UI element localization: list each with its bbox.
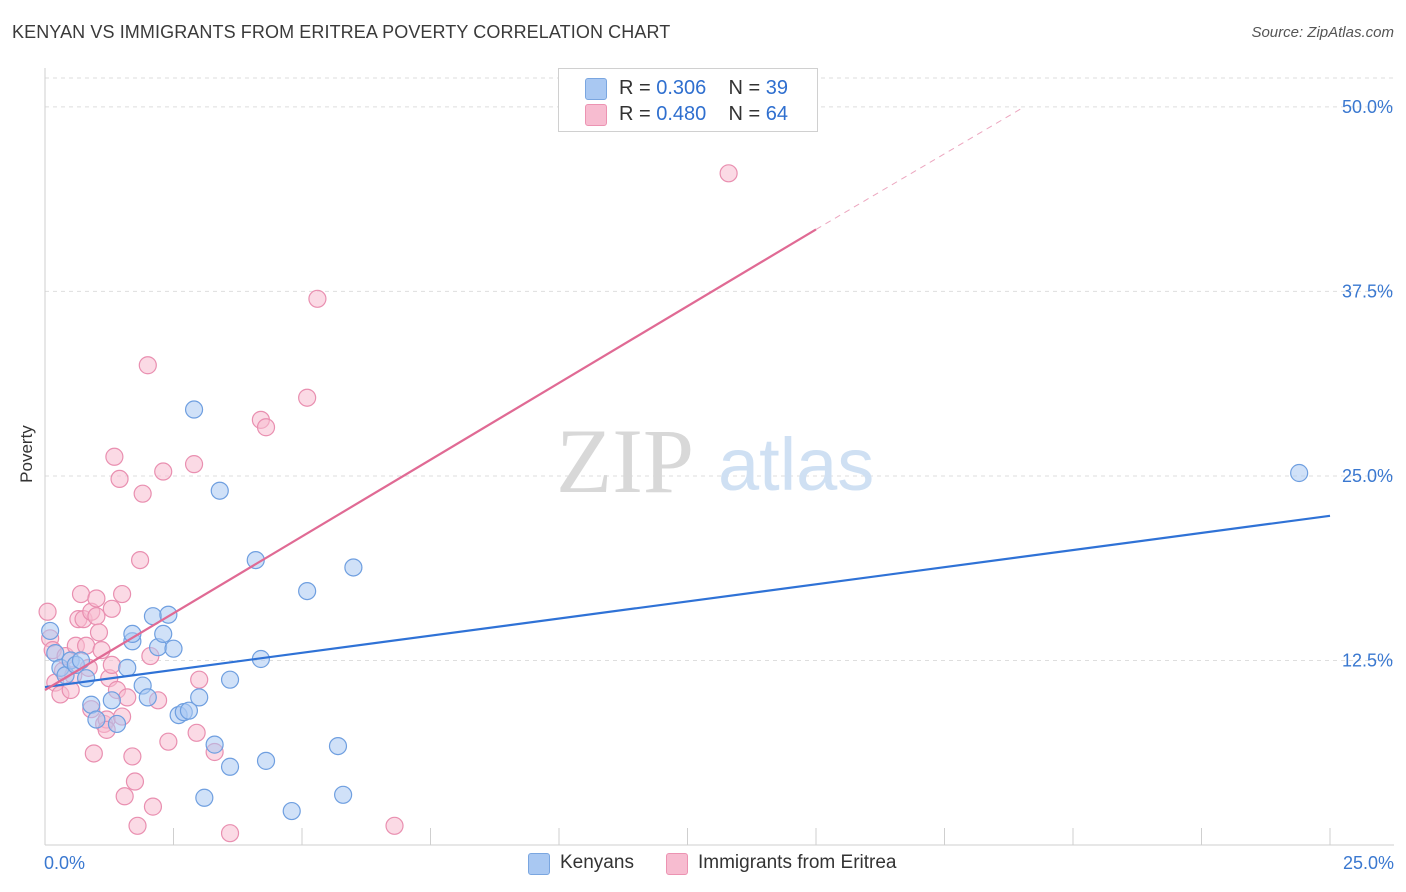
kenyans-point bbox=[138, 688, 157, 707]
axes bbox=[44, 68, 1394, 846]
data-points bbox=[38, 164, 1309, 843]
gridlines bbox=[45, 77, 1394, 661]
legend-n-label: N = bbox=[728, 103, 766, 125]
eritrea-point bbox=[256, 418, 276, 437]
correlation-legend: R = 0.306 N = 39 R = 0.480 N = 64 bbox=[558, 68, 818, 132]
y-tick-label: 50.0% bbox=[1342, 97, 1393, 117]
kenyans-point bbox=[184, 400, 204, 419]
eritrea-point bbox=[138, 356, 157, 375]
trend-lines bbox=[44, 106, 1331, 691]
eritrea-point bbox=[115, 787, 134, 806]
eritrea-point bbox=[87, 589, 106, 608]
eritrea-trend-line bbox=[44, 228, 817, 691]
kenyans-point bbox=[164, 639, 183, 658]
tick-labels: 12.5% 25.0% 37.5% 50.0% 0.0% 25.0% bbox=[44, 97, 1394, 873]
y-tick-label: 12.5% bbox=[1342, 650, 1393, 670]
legend-n-value: 64 bbox=[765, 103, 789, 125]
eritrea-point bbox=[89, 623, 109, 642]
legend-n-value: 39 bbox=[765, 77, 789, 99]
legend-r-label: R = bbox=[619, 77, 657, 99]
series-label-eritrea: Immigrants from Eritrea bbox=[698, 852, 897, 873]
watermark-zip: ZIP bbox=[556, 410, 694, 512]
kenyans-point bbox=[334, 785, 353, 804]
kenyans-point bbox=[154, 624, 173, 644]
eritrea-point bbox=[105, 447, 124, 466]
eritrea-point bbox=[128, 816, 147, 835]
eritrea-point bbox=[187, 723, 206, 742]
y-tick-label: 37.5% bbox=[1342, 281, 1393, 301]
series-swatch-eritrea bbox=[666, 853, 688, 875]
kenyans-point bbox=[195, 788, 214, 807]
kenyans-point bbox=[77, 669, 96, 688]
source-label: Source: ZipAtlas.com bbox=[1251, 24, 1394, 41]
legend-text-kenyans: R = 0.306 N = 39 bbox=[619, 77, 788, 100]
kenyans-point bbox=[41, 621, 60, 641]
eritrea-point bbox=[38, 602, 57, 621]
series-label-kenyans: Kenyans bbox=[560, 852, 634, 873]
legend-n-label: N = bbox=[728, 77, 766, 99]
eritrea-point bbox=[84, 744, 103, 763]
y-axis-label-wrap: Poverty bbox=[2, 425, 52, 483]
legend-swatch-kenyans bbox=[585, 78, 607, 100]
kenyans-point bbox=[107, 714, 127, 734]
eritrea-point bbox=[308, 289, 327, 308]
kenyans-point bbox=[179, 701, 199, 720]
kenyans-point bbox=[220, 670, 240, 689]
eritrea-point bbox=[102, 655, 121, 675]
eritrea-point bbox=[385, 816, 404, 835]
kenyans-point bbox=[118, 658, 137, 677]
eritrea-point bbox=[112, 584, 132, 604]
eritrea-point bbox=[298, 388, 317, 407]
legend-text-eritrea: R = 0.480 N = 64 bbox=[619, 103, 788, 126]
kenyans-point bbox=[87, 710, 106, 729]
legend-r-value: 0.480 bbox=[656, 103, 707, 125]
y-tick-label: 25.0% bbox=[1342, 466, 1393, 486]
kenyans-point bbox=[344, 558, 363, 577]
eritrea-point bbox=[125, 772, 145, 791]
kenyans-point bbox=[210, 481, 229, 500]
watermark-atlas: atlas bbox=[718, 423, 874, 506]
eritrea-point bbox=[123, 747, 142, 766]
kenyans-trend-line bbox=[44, 514, 1331, 689]
series-swatch-kenyans bbox=[528, 853, 550, 875]
eritrea-point bbox=[110, 469, 129, 489]
eritrea-point bbox=[719, 164, 738, 183]
y-axis-label: Poverty bbox=[17, 425, 36, 483]
eritrea-point bbox=[130, 550, 150, 570]
x-tick-label: 0.0% bbox=[44, 853, 85, 873]
eritrea-point bbox=[184, 455, 204, 474]
chart-title: KENYAN VS IMMIGRANTS FROM ERITREA POVERT… bbox=[12, 22, 671, 42]
legend-r-value: 0.306 bbox=[656, 77, 707, 99]
eritrea-point bbox=[159, 732, 178, 751]
eritrea-point bbox=[118, 688, 137, 707]
kenyans-point bbox=[71, 651, 91, 670]
kenyans-point bbox=[102, 691, 121, 710]
eritrea-point bbox=[143, 797, 163, 816]
eritrea-point bbox=[190, 670, 209, 689]
legend-swatch-eritrea bbox=[585, 104, 607, 126]
eritrea-point bbox=[87, 607, 106, 626]
eritrea-point bbox=[102, 599, 121, 618]
kenyans-point bbox=[205, 735, 224, 754]
eritrea-point bbox=[220, 824, 240, 843]
kenyans-point bbox=[256, 751, 276, 770]
eritrea-point bbox=[154, 462, 173, 481]
kenyans-point bbox=[1290, 463, 1309, 483]
eritrea-point bbox=[71, 584, 91, 604]
eritrea-trend-extension bbox=[815, 106, 1025, 230]
kenyans-point bbox=[190, 688, 209, 707]
kenyans-point bbox=[220, 757, 240, 776]
watermark: ZIP atlas bbox=[556, 410, 874, 512]
kenyans-point bbox=[282, 801, 301, 821]
kenyans-point bbox=[298, 581, 317, 601]
kenyans-point bbox=[328, 736, 348, 756]
eritrea-point bbox=[133, 484, 152, 503]
x-tick-label: 25.0% bbox=[1343, 853, 1394, 873]
legend-r-label: R = bbox=[619, 103, 657, 125]
